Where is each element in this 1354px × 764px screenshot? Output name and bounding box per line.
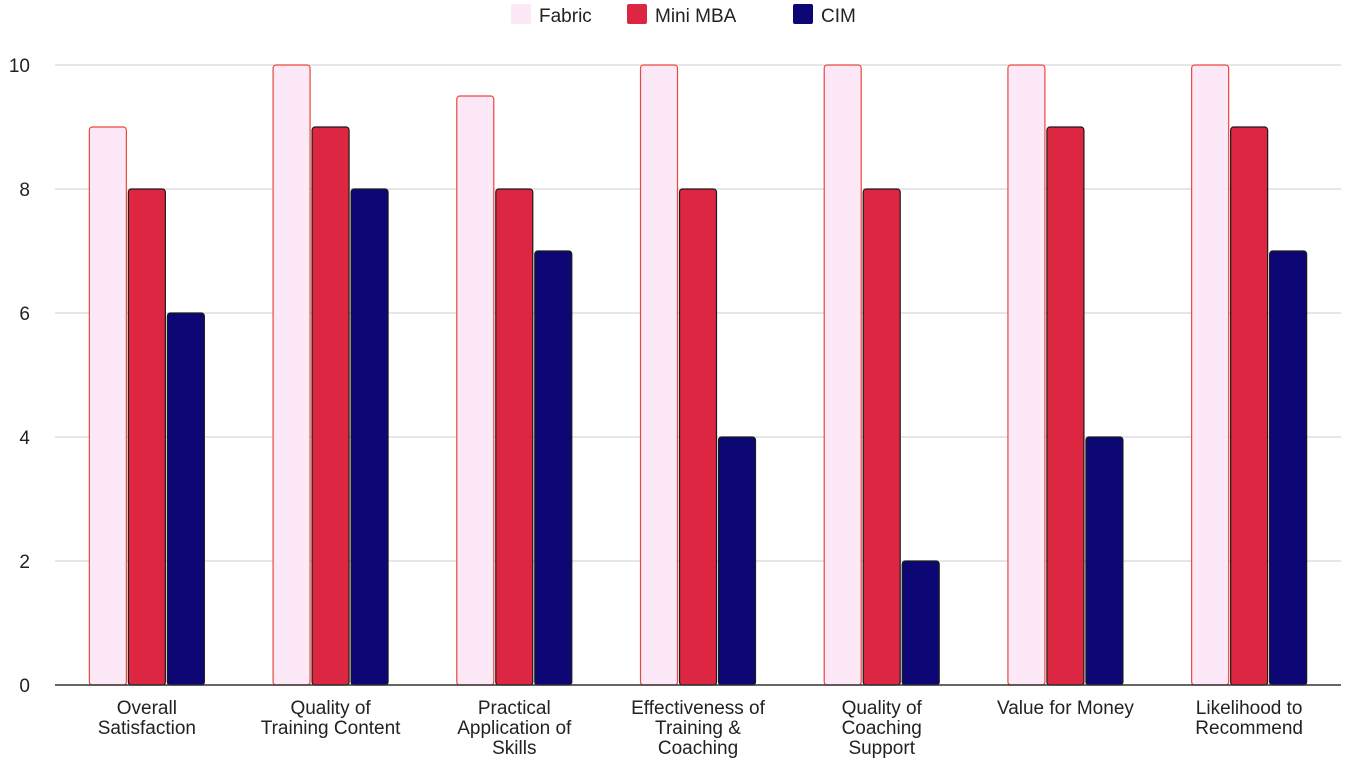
- legend-swatch: [793, 4, 813, 24]
- bar-cim: [166, 312, 205, 686]
- bar-mini-mba: [1230, 126, 1269, 686]
- bar-fabric: [88, 126, 127, 686]
- x-tick-label: Application of: [457, 718, 572, 739]
- x-tick-label: Training Content: [261, 718, 401, 739]
- y-tick-label: 6: [19, 304, 30, 325]
- bars: [88, 64, 1308, 686]
- bar-cim: [350, 188, 389, 686]
- bar-fabric: [639, 64, 679, 686]
- y-tick-label: 8: [19, 180, 30, 201]
- x-tick-label: Skills: [492, 738, 536, 759]
- bar-mini-mba: [1046, 126, 1085, 686]
- bar-fabric: [823, 64, 862, 686]
- x-tick-label: Effectiveness of: [631, 698, 766, 719]
- y-axis: 0 2 4 6 8 10: [9, 56, 31, 697]
- bar-fabric: [456, 95, 495, 686]
- legend-label: CIM: [821, 6, 856, 27]
- bar-cim: [1269, 250, 1308, 686]
- x-tick-label: Training &: [655, 718, 741, 739]
- y-tick-label: 2: [19, 552, 30, 573]
- bar-fabric: [1007, 64, 1046, 686]
- x-tick-label: Likelihood to: [1196, 698, 1303, 719]
- bar-mini-mba: [495, 188, 534, 686]
- bar-mini-mba: [311, 126, 350, 686]
- y-tick-label: 4: [19, 428, 30, 449]
- x-tick-label: Coaching: [842, 718, 922, 739]
- bar-cim: [1085, 436, 1124, 686]
- legend-swatch: [627, 4, 647, 24]
- bar-fabric: [272, 64, 311, 686]
- bar-mini-mba: [127, 188, 166, 686]
- x-tick-label: Satisfaction: [98, 718, 196, 739]
- bar-cim: [717, 436, 757, 686]
- legend-label: Fabric: [539, 6, 592, 27]
- x-tick-label: Practical: [478, 698, 551, 719]
- y-tick-label: 0: [19, 676, 30, 697]
- x-tick-label: Quality of: [290, 698, 371, 719]
- x-tick-label: Quality of: [842, 698, 923, 719]
- x-tick-label: Coaching: [658, 738, 738, 759]
- legend-swatch: [511, 4, 531, 24]
- legend-label: Mini MBA: [655, 6, 737, 27]
- bar-cim: [534, 250, 573, 686]
- legend: Fabric Mini MBA CIM: [511, 4, 856, 27]
- bar-fabric: [1191, 64, 1230, 686]
- x-tick-label: Value for Money: [997, 698, 1134, 719]
- bar-cim: [901, 560, 940, 686]
- x-tick-label: Support: [848, 738, 915, 759]
- bar-mini-mba: [678, 188, 718, 686]
- bar-mini-mba: [862, 188, 901, 686]
- x-tick-label: Overall: [117, 698, 177, 719]
- x-tick-label: Recommend: [1195, 718, 1303, 739]
- y-tick-label: 10: [9, 56, 30, 77]
